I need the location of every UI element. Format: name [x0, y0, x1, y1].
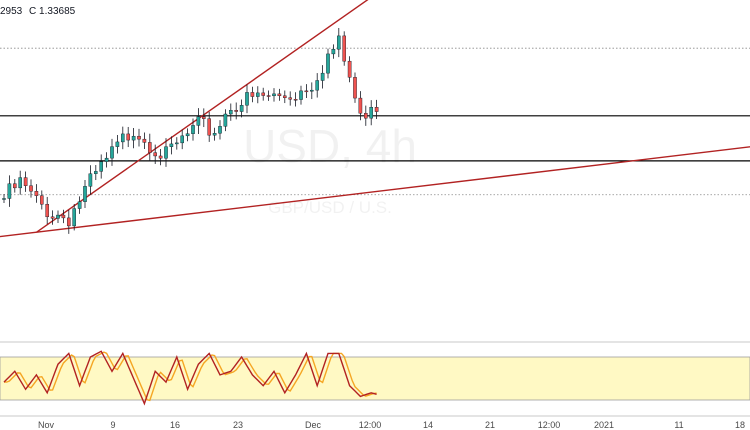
candle [50, 210, 55, 225]
x-tick-label: 16 [170, 420, 180, 430]
candle [56, 210, 60, 223]
candle [93, 165, 98, 181]
candle [99, 154, 103, 179]
candle [196, 108, 201, 135]
x-tick-label: 12:00 [359, 420, 382, 430]
candle [331, 44, 336, 59]
candle [207, 111, 212, 142]
x-tick-label: 18 [735, 420, 745, 430]
candle [347, 56, 352, 83]
candle [83, 179, 87, 209]
stochastic-pane [0, 341, 750, 406]
candle [18, 170, 23, 195]
candle [218, 120, 222, 140]
candle [342, 31, 347, 66]
candle [272, 88, 276, 102]
candle [239, 99, 244, 118]
candle [358, 91, 363, 121]
candle [29, 179, 33, 198]
candle [369, 100, 374, 126]
x-tick-label: 11 [674, 420, 683, 430]
candle [310, 82, 314, 100]
candles [2, 27, 379, 234]
candle [2, 193, 6, 203]
candle [364, 105, 368, 126]
symbol-watermark: USD, 4h [243, 120, 417, 172]
candle [131, 128, 136, 149]
candle [212, 127, 217, 141]
candle [261, 87, 266, 101]
x-tick-label: 21 [485, 420, 495, 430]
x-tick-label: Dec [305, 420, 322, 430]
candle [326, 48, 330, 79]
trendline-1[interactable] [0, 146, 750, 239]
x-tick-label: 12:00 [538, 420, 561, 430]
candle [283, 90, 287, 104]
ohlc-readout: 2953 C 1.33685 [0, 6, 76, 17]
candle [299, 85, 303, 105]
candle [120, 126, 125, 150]
candle [147, 133, 152, 162]
description-watermark: GBP/USD / U.S. [268, 198, 392, 217]
candle [126, 126, 130, 148]
candle [223, 109, 228, 132]
x-tick-label: 14 [423, 420, 433, 430]
stochastic-k-line [3, 350, 377, 406]
candle [169, 136, 174, 155]
candle [110, 138, 114, 166]
candle [153, 144, 158, 164]
time-axis: Nov 9 16 23 Dec 12:00 14 21 12:00 2021 11 18 [38, 420, 745, 430]
close-value: 1.33685 [39, 6, 76, 17]
candle [250, 86, 255, 103]
candle [66, 209, 71, 234]
candle [245, 84, 249, 114]
candle [115, 135, 120, 154]
candle [288, 91, 293, 106]
candle [185, 128, 190, 142]
trendlines[interactable] [0, 0, 750, 239]
candle [40, 190, 44, 210]
candle [45, 196, 49, 225]
candle [104, 152, 109, 168]
candle [174, 137, 179, 150]
candle [277, 88, 282, 101]
x-tick-label: Nov [38, 420, 55, 430]
candle [88, 165, 93, 195]
candle [234, 102, 239, 120]
candle [164, 138, 168, 167]
candle [180, 129, 185, 150]
x-tick-label: 9 [110, 420, 115, 430]
trendline-0[interactable] [35, 0, 750, 233]
candle [337, 27, 341, 58]
candle [228, 103, 233, 121]
candle [77, 196, 82, 214]
candle [353, 72, 357, 103]
candle [191, 118, 195, 141]
candle [320, 65, 325, 89]
candle [137, 128, 141, 147]
candle [34, 184, 39, 203]
candle [12, 179, 17, 193]
x-tick-label: 23 [233, 420, 243, 430]
candle [315, 73, 320, 98]
candle [158, 148, 163, 166]
candle [72, 204, 76, 231]
stochastic-band [0, 356, 750, 401]
horizontal-levels[interactable] [0, 47, 750, 196]
x-tick-label: 2021 [594, 420, 614, 430]
candle [23, 171, 28, 192]
close-label: C [29, 6, 36, 17]
candle [266, 90, 271, 101]
candle [374, 99, 379, 119]
candle [201, 108, 206, 128]
candle [61, 209, 66, 224]
candle [304, 84, 309, 99]
candle [142, 132, 147, 150]
ohlc-prefix: 2953 [0, 6, 23, 17]
candle [293, 92, 298, 107]
candle [256, 86, 260, 104]
candle [7, 175, 12, 207]
